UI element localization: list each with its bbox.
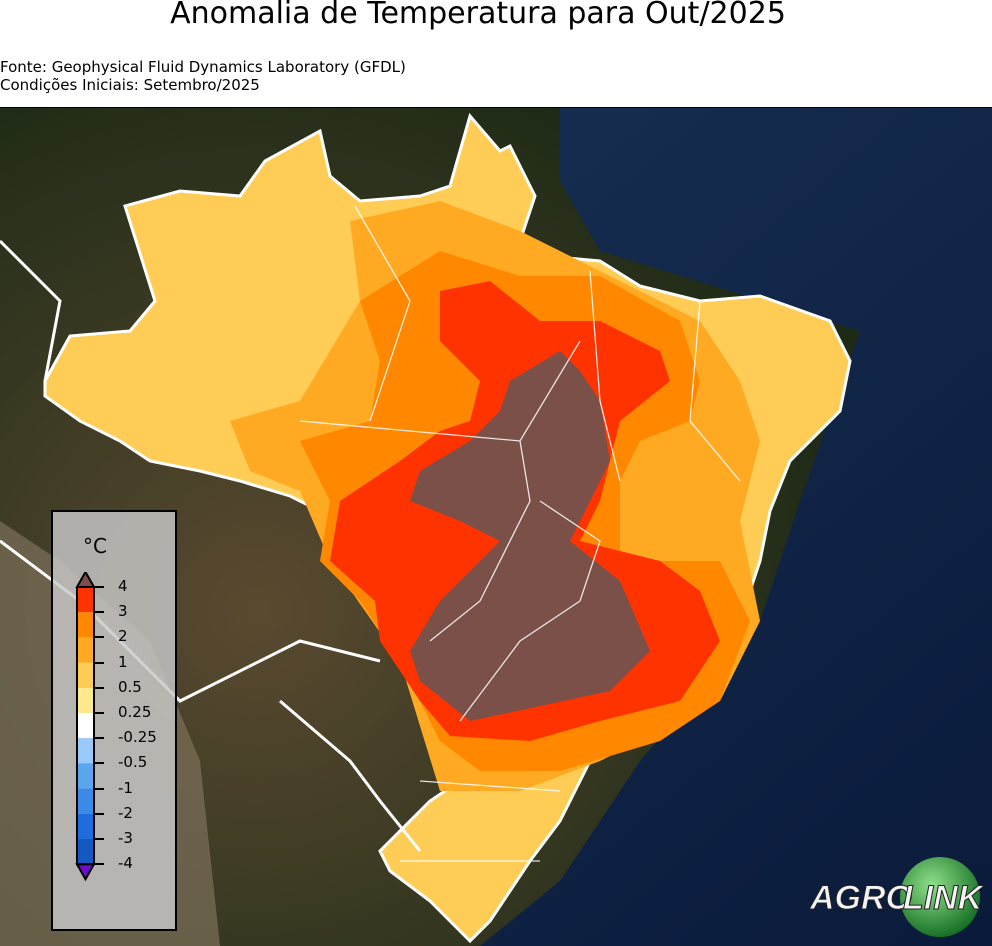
colorbar-segment <box>77 839 94 865</box>
colorbar-tick-label: -0.25 <box>118 728 157 747</box>
colorbar-tick-mark <box>94 863 104 866</box>
colorbar-segment <box>77 738 94 764</box>
colorbar <box>75 572 96 882</box>
colorbar-tick-label: 0.5 <box>118 677 142 696</box>
colorbar-tick-label: -0.5 <box>118 753 148 772</box>
colorbar-tick-mark <box>94 737 104 740</box>
colorbar-tick-label: -3 <box>118 829 133 847</box>
colorbar-segment <box>77 713 94 739</box>
colorbar-frame <box>76 586 95 866</box>
svg-text:LINK: LINK <box>903 879 983 917</box>
colorbar-tick-mark <box>94 838 104 840</box>
anomaly-above-4 <box>410 351 650 721</box>
colorbar-tick-mark <box>94 762 104 765</box>
colorbar-extend-high <box>75 572 96 588</box>
colorbar-segment <box>77 813 94 839</box>
colorbar-tick-mark <box>94 787 104 790</box>
colorbar-tick-label: 0.25 <box>118 703 152 721</box>
colorbar-tick-mark <box>94 712 104 714</box>
colorbar-tick-label: -2 <box>118 803 133 822</box>
colorbar-tick-mark <box>94 812 104 815</box>
initial-conditions-text: Condições Iniciais: Setembro/2025 <box>0 76 260 94</box>
colorbar-segment <box>77 662 94 688</box>
colorbar-tick-label: 4 <box>118 577 128 595</box>
colorbar-tick-mark <box>94 686 104 689</box>
colorbar-segment <box>77 788 94 814</box>
svg-text:AGRO: AGRO <box>809 879 912 917</box>
colorbar-tick-label: -1 <box>118 778 133 797</box>
colorbar-segment <box>77 587 94 613</box>
colorbar-segment <box>77 637 94 663</box>
legend-unit: °C <box>83 534 107 558</box>
colorbar-tick-mark <box>94 611 104 614</box>
colorbar-tick-label: 1 <box>118 652 128 671</box>
colorbar-tick-mark <box>94 586 104 588</box>
state-borders <box>299 205 741 862</box>
agrolink-logo: AGRO LINK <box>809 857 983 937</box>
colorbar-tick-label: 3 <box>118 602 128 621</box>
colorbar-tick-label: -4 <box>118 854 133 873</box>
colorbar-tick-label: 2 <box>118 627 128 646</box>
colorbar-segment <box>77 763 94 789</box>
source-text: Fonte: Geophysical Fluid Dynamics Labora… <box>0 58 406 76</box>
map-title: Anomalia de Temperatura para Out/2025 <box>170 0 786 31</box>
colorbar-legend: °C 4 3 2 1 0.5 0.25 -0.25 -0.5 -1 -2 -3 -4 <box>51 510 177 931</box>
colorbar-segment <box>77 612 94 638</box>
colorbar-tick-mark <box>94 661 104 664</box>
colorbar-extend-low <box>75 863 96 882</box>
colorbar-segment <box>77 687 94 713</box>
colorbar-tick-mark <box>94 636 104 639</box>
